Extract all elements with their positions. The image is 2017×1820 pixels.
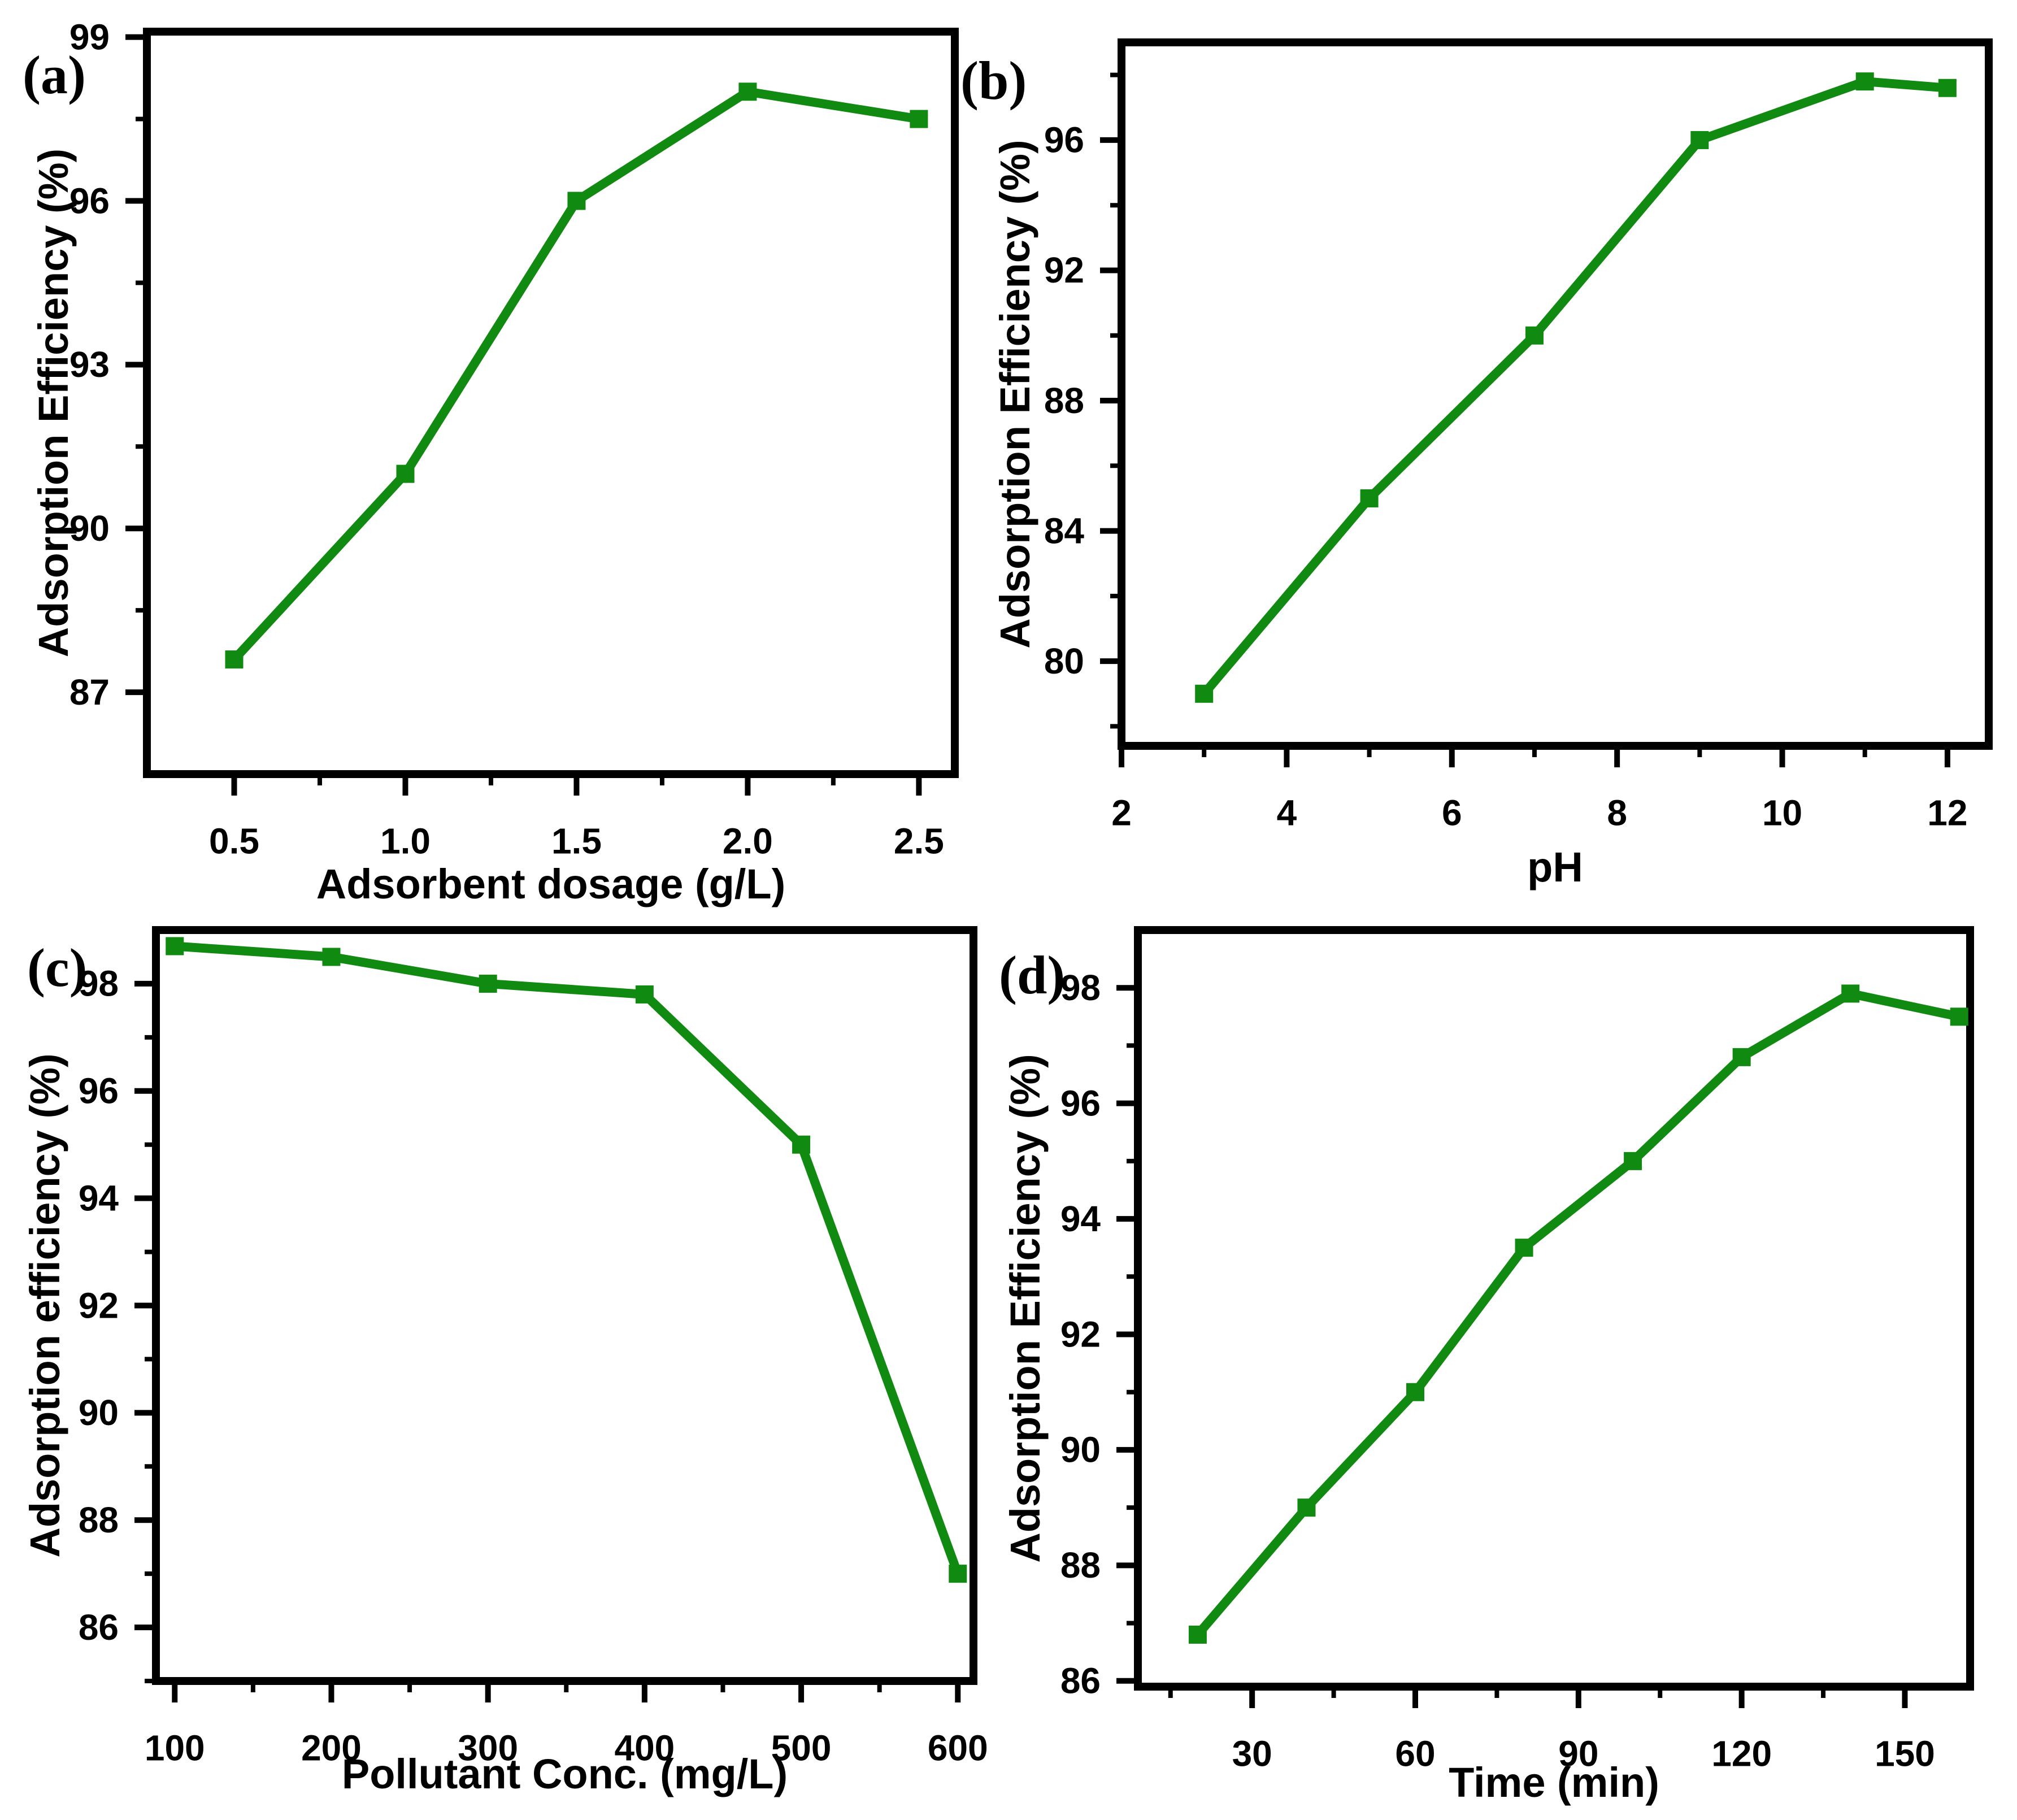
y-tick-label-a: 99 (69, 16, 110, 57)
data-point-b (1195, 684, 1214, 703)
x-tick-label-a: 2.0 (723, 820, 773, 861)
y-tick-label-b: 92 (1044, 250, 1084, 290)
data-point-d (1188, 1626, 1207, 1644)
y-axis-title-d: Adsorption Efficiency (%) (1002, 1054, 1049, 1562)
y-tick-label-d: 98 (1060, 967, 1101, 1008)
x-tick-label-d: 60 (1395, 1733, 1435, 1774)
panel-label-c: (c) (27, 937, 88, 998)
y-tick-label-a: 90 (69, 508, 110, 549)
data-point-a (910, 110, 928, 128)
data-point-a (396, 464, 415, 483)
x-tick-label-d: 150 (1875, 1733, 1935, 1774)
y-tick-label-b: 84 (1044, 510, 1085, 551)
y-tick-label-c: 96 (79, 1071, 119, 1111)
y-tick-label-d: 92 (1060, 1314, 1101, 1354)
data-point-c (949, 1565, 967, 1583)
x-axis-title-c: Pollutant Conc. (mg/L) (342, 1750, 788, 1797)
x-axis-title-d: Time (min) (1449, 1759, 1659, 1806)
plot-border-c (152, 926, 977, 1685)
x-tick-label-c: 400 (614, 1727, 675, 1768)
x-tick-label-b: 8 (1607, 792, 1627, 833)
y-tick-label-c: 86 (79, 1607, 119, 1648)
series-line-d (1194, 988, 1961, 1638)
y-tick-label-a: 93 (69, 344, 110, 385)
x-tick-label-d: 90 (1558, 1733, 1598, 1774)
y-tick-label-c: 98 (79, 963, 119, 1004)
x-tick-label-a: 1.5 (551, 820, 602, 861)
y-tick-label-b: 88 (1044, 380, 1084, 421)
y-tick-label-b: 80 (1044, 641, 1084, 681)
x-tick-label-a: 0.5 (209, 820, 259, 861)
x-tick-label-c: 500 (771, 1727, 832, 1768)
data-point-b (1525, 326, 1544, 345)
data-point-d (1515, 1239, 1533, 1257)
x-tick-label-c: 100 (145, 1727, 205, 1768)
x-tick-label-b: 10 (1762, 792, 1802, 833)
y-tick-label-c: 88 (79, 1500, 119, 1540)
data-point-b (1690, 131, 1709, 149)
plot-border-a (143, 28, 959, 778)
x-axis-title-a: Adsorbent dosage (g/L) (316, 861, 785, 907)
y-tick-label-b: 96 (1044, 120, 1084, 160)
data-point-c (479, 974, 497, 993)
x-tick-label-a: 2.5 (894, 820, 944, 861)
data-point-d (1732, 1048, 1751, 1066)
y-tick-label-a: 96 (69, 180, 110, 221)
panel-label-a: (a) (23, 45, 86, 105)
series-line-a (231, 86, 920, 663)
x-tick-label-b: 2 (1111, 792, 1132, 833)
x-tick-label-b: 6 (1442, 792, 1462, 833)
data-point-c (635, 985, 654, 1004)
y-tick-label-a: 87 (69, 672, 110, 713)
data-point-a (738, 82, 757, 101)
plot-border-b (1118, 38, 1993, 750)
y-tick-label-c: 94 (79, 1178, 119, 1218)
y-axis-title-a: Adsorption Efficiency (%) (30, 149, 77, 657)
y-axis-title-b: Adsorption Efficiency (%) (992, 140, 1038, 648)
y-tick-label-c: 90 (79, 1392, 119, 1433)
x-tick-label-d: 120 (1711, 1733, 1772, 1774)
data-point-d (1950, 1007, 1968, 1026)
data-point-b (1360, 489, 1379, 507)
x-tick-label-c: 200 (301, 1727, 362, 1768)
series-line-c (174, 941, 962, 1575)
data-point-c (322, 948, 341, 966)
x-tick-label-c: 300 (458, 1727, 518, 1768)
data-point-d (1841, 984, 1860, 1003)
panel-label-b: (b) (960, 50, 1027, 111)
x-tick-label-a: 1.0 (380, 820, 431, 861)
data-point-c (166, 937, 184, 955)
x-tick-label-c: 600 (928, 1727, 988, 1768)
x-tick-label-d: 30 (1232, 1733, 1272, 1774)
y-tick-label-c: 92 (79, 1285, 119, 1326)
data-point-a (567, 192, 586, 210)
panel-label-d: (d) (999, 945, 1065, 1005)
data-point-a (225, 650, 244, 669)
data-point-b (1855, 72, 1874, 91)
data-point-d (1624, 1152, 1642, 1170)
y-tick-label-d: 94 (1060, 1198, 1101, 1239)
y-axis-title-c: Adsorption efficiency (%) (21, 1053, 68, 1557)
plot-border-d (1134, 926, 1974, 1691)
data-point-b (1938, 79, 1957, 97)
x-axis-title-b: pH (1527, 844, 1583, 891)
series-line-b (1201, 77, 1948, 697)
data-point-d (1297, 1498, 1316, 1517)
data-point-c (792, 1135, 811, 1154)
y-tick-label-d: 96 (1060, 1083, 1101, 1123)
y-tick-label-d: 88 (1060, 1545, 1101, 1586)
y-tick-label-d: 90 (1060, 1430, 1101, 1470)
y-tick-label-d: 86 (1060, 1661, 1101, 1701)
data-point-d (1406, 1383, 1424, 1401)
x-tick-label-b: 12 (1927, 792, 1967, 833)
x-tick-label-b: 4 (1277, 792, 1297, 833)
